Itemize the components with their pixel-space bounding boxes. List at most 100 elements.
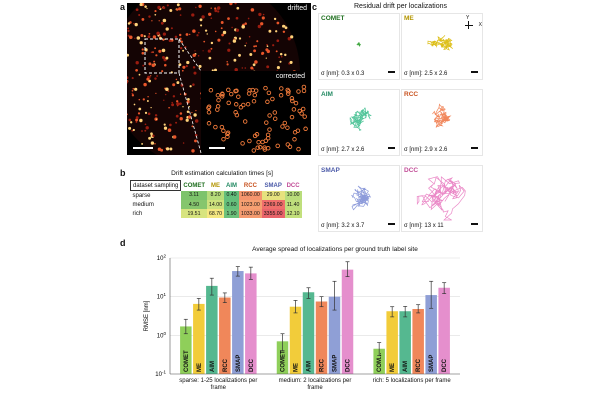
- localization-spot: [207, 49, 211, 53]
- corrected-spot: [242, 119, 248, 124]
- localization-spot: [249, 53, 253, 56]
- localization-spot: [135, 118, 139, 122]
- corrected-spot: [225, 134, 230, 139]
- drift-trace: [432, 103, 452, 128]
- corrected-spot: [293, 100, 299, 106]
- cell-title: ME: [404, 15, 414, 22]
- corrected-spot: [226, 87, 231, 93]
- localization-spot: [127, 27, 130, 30]
- localization-spot: [150, 132, 153, 136]
- bar-smap: [232, 271, 244, 374]
- bar-label: RCC: [320, 358, 326, 372]
- localization-spot: [284, 26, 288, 30]
- localization-spot: [146, 51, 148, 53]
- localization-spot: [127, 29, 130, 33]
- drift-trace: [416, 176, 466, 221]
- localization-spot: [210, 17, 213, 20]
- localization-spot: [145, 126, 149, 130]
- corrected-spot: [228, 91, 234, 97]
- bar-label: ME: [294, 363, 300, 372]
- corrected-spot: [295, 128, 301, 133]
- corrected-spot: [286, 89, 291, 94]
- localization-spot: [154, 47, 157, 50]
- bar-aim: [206, 285, 218, 374]
- localization-spot: [147, 35, 151, 39]
- bar-label: SMAP: [333, 355, 339, 372]
- localization-spot: [192, 29, 196, 33]
- localization-spot: [131, 129, 134, 132]
- table-cell: 1060.00: [239, 190, 262, 200]
- table-cell: 4.50: [180, 200, 208, 209]
- cell-title: COMET: [321, 15, 345, 22]
- bar-aim: [302, 292, 315, 374]
- localization-spot: [142, 98, 145, 101]
- corrected-spot: [251, 148, 257, 153]
- localization-spot: [198, 64, 202, 68]
- localization-spot: [195, 109, 197, 112]
- bar-label: DCC: [249, 358, 255, 372]
- corrected-spot: [270, 96, 275, 102]
- rmse-bar-chart: 10-1 100 101 102 RMSE [nm] COMET ME AIM RCC SMAP D…: [144, 254, 460, 378]
- localization-spot: [132, 87, 135, 90]
- localization-spot: [134, 87, 138, 91]
- localization-spot: [176, 102, 180, 106]
- localization-spot: [146, 7, 148, 10]
- localization-spot: [148, 62, 152, 66]
- localization-spot: [276, 39, 280, 43]
- localization-spot: [131, 89, 134, 92]
- table-cell: 14.00: [207, 200, 225, 209]
- localization-spot: [261, 51, 265, 55]
- localization-spot: [139, 41, 143, 45]
- localization-spot: [156, 31, 160, 36]
- corrected-spot: [247, 138, 252, 144]
- localization-spot: [131, 92, 134, 95]
- localization-spot: [144, 111, 148, 115]
- bar-comet: [180, 326, 192, 374]
- col-header: ME: [211, 182, 221, 189]
- localization-spot: [197, 55, 200, 57]
- localization-spot: [234, 3, 237, 5]
- trace-line: [356, 42, 362, 47]
- localization-spot: [144, 129, 147, 132]
- corner-header: dataset sampling: [129, 180, 182, 191]
- localization-spot: [238, 37, 242, 40]
- bar-label: RCC: [223, 358, 229, 372]
- localization-spot: [161, 70, 164, 73]
- localization-spot: [261, 16, 265, 20]
- localization-spot: [247, 17, 250, 20]
- table-cell: 0.60: [224, 200, 240, 209]
- localization-spot: [179, 46, 183, 50]
- corrected-spot: [225, 130, 231, 135]
- localization-spot: [268, 29, 272, 33]
- localization-spot: [139, 3, 143, 7]
- localization-spot: [169, 123, 172, 127]
- axis-x-label: X: [478, 22, 482, 28]
- corrected-spot: [289, 114, 295, 120]
- localization-spot: [150, 106, 152, 109]
- localization-spot: [152, 134, 155, 138]
- table-cell: 8.20: [207, 190, 225, 200]
- bar-smap: [425, 295, 437, 374]
- bar-me: [386, 311, 398, 374]
- localization-spot: [179, 112, 183, 115]
- corrected-spot: [265, 99, 270, 105]
- localization-spot: [235, 16, 239, 20]
- table-cell: 1023.00: [239, 200, 262, 209]
- localization-spot: [162, 56, 165, 59]
- corrected-spot: [226, 100, 231, 106]
- localization-spot: [127, 53, 129, 57]
- localization-spot: [216, 7, 220, 10]
- panel-c-title: Residual drift per localizations: [354, 3, 447, 10]
- corrected-spot: [266, 90, 272, 96]
- localization-spot: [146, 77, 150, 81]
- localization-spot: [194, 119, 199, 123]
- localization-spot: [276, 66, 280, 70]
- localization-spot: [127, 81, 129, 84]
- corrected-spot: [241, 102, 246, 108]
- corrected-spot: [219, 124, 225, 130]
- corrected-spot: [280, 124, 285, 129]
- localization-spot: [162, 6, 166, 10]
- localization-spot: [176, 3, 180, 7]
- localization-spot: [139, 118, 143, 123]
- table-cell: 68.70: [207, 209, 225, 218]
